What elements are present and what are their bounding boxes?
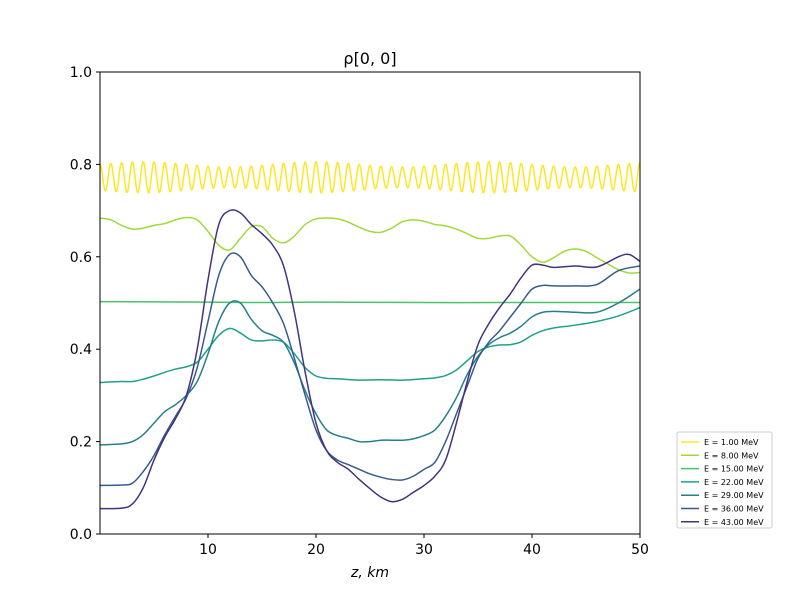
x-tick-label: 40	[523, 542, 541, 558]
series-line-2	[100, 216, 640, 274]
legend-label: E = 15.00 MeV	[704, 465, 764, 474]
series-line-3	[100, 300, 640, 304]
series-line-7	[100, 209, 640, 510]
series-layer	[100, 161, 640, 510]
x-tick-label: 30	[415, 542, 433, 558]
y-tick-label: 0.8	[70, 157, 92, 173]
legend-label: E = 29.00 MeV	[704, 491, 764, 500]
legend-label: E = 8.00 MeV	[704, 451, 759, 460]
y-tick-label: 0.2	[70, 435, 92, 451]
legend-frame	[676, 431, 773, 529]
legend: E = 1.00 MeV E = 8.00 MeV E = 15.00 MeV E =…	[676, 431, 773, 529]
x-axis-label: z, km	[350, 565, 389, 581]
chart-title: ρ[0, 0]	[343, 49, 396, 68]
plot-frame	[99, 71, 641, 535]
x-tick-label: 10	[199, 542, 217, 558]
x-tick-label: 20	[307, 542, 325, 558]
series-line-1	[100, 161, 640, 194]
legend-label: E = 43.00 MeV	[704, 518, 764, 527]
x-tick-label: 50	[631, 542, 649, 558]
series-line-5	[100, 288, 640, 446]
y-axis: 0.0 0.2 0.4 0.6 0.8 1.0	[70, 65, 100, 543]
series-line-6	[100, 252, 640, 487]
y-tick-label: 0.6	[70, 250, 92, 266]
y-tick-label: 1.0	[70, 65, 92, 81]
legend-label: E = 36.00 MeV	[704, 505, 764, 514]
y-tick-label: 0.4	[70, 342, 92, 358]
legend-label: E = 1.00 MeV	[704, 438, 759, 447]
series-line-4	[100, 306, 640, 384]
y-tick-label: 0.0	[70, 527, 92, 543]
legend-label: E = 22.00 MeV	[704, 478, 764, 487]
x-axis: 10 20 30 40 50	[199, 534, 649, 558]
plot-area	[99, 71, 641, 535]
